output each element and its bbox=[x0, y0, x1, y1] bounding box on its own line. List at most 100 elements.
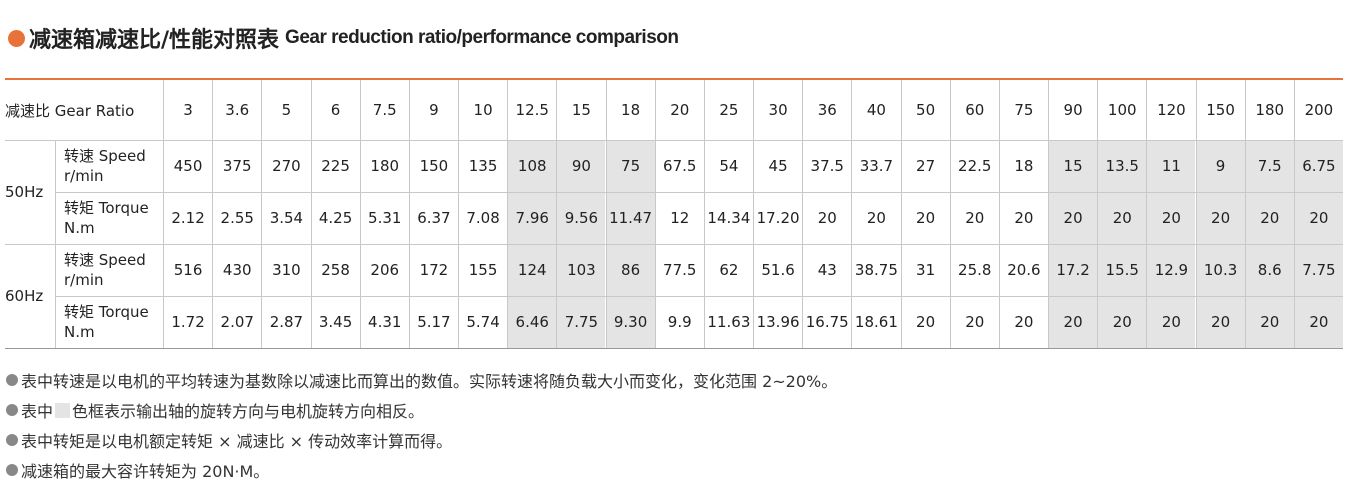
value-cell: 172 bbox=[408, 244, 458, 296]
value-cell: 20 bbox=[1195, 192, 1245, 244]
value-cell: 67.5 bbox=[654, 140, 704, 192]
value-cell: 22.5 bbox=[949, 140, 999, 192]
value-cell: 1.72 bbox=[163, 296, 212, 348]
row-label: 转速 Speed r/min bbox=[55, 244, 163, 296]
note: 减速箱的最大容许转矩为 20N·M。 bbox=[6, 458, 269, 482]
value-cell: 270 bbox=[261, 140, 310, 192]
value-cell: 150 bbox=[408, 140, 458, 192]
value-cell: 12 bbox=[654, 192, 704, 244]
title-cn: 减速箱减速比/性能对照表 bbox=[29, 28, 280, 53]
value-cell: 62 bbox=[703, 244, 753, 296]
value-cell: 37.5 bbox=[802, 140, 851, 192]
value-cell: 11.47 bbox=[605, 192, 655, 244]
value-cell: 20 bbox=[1146, 192, 1196, 244]
value-cell: 2.87 bbox=[261, 296, 310, 348]
value-cell: 18 bbox=[998, 140, 1048, 192]
ratio-header: 30 bbox=[753, 80, 802, 140]
value-cell: 2.07 bbox=[212, 296, 261, 348]
row-unit: r/min bbox=[64, 167, 104, 185]
value-cell: 225 bbox=[310, 140, 360, 192]
value-cell: 10.3 bbox=[1195, 244, 1245, 296]
value-cell: 9 bbox=[1195, 140, 1245, 192]
value-cell: 3.45 bbox=[310, 296, 360, 348]
value-cell: 11.63 bbox=[703, 296, 753, 348]
ratio-header: 150 bbox=[1195, 80, 1245, 140]
value-cell: 15.5 bbox=[1097, 244, 1147, 296]
value-cell: 18.61 bbox=[851, 296, 900, 348]
ratio-header: 36 bbox=[802, 80, 851, 140]
value-cell: 6.46 bbox=[507, 296, 557, 348]
row-unit: N.m bbox=[64, 323, 95, 341]
value-cell: 155 bbox=[458, 244, 507, 296]
value-cell: 9.56 bbox=[556, 192, 606, 244]
value-cell: 20 bbox=[900, 296, 950, 348]
row-name: 转速 Speed bbox=[64, 147, 146, 165]
value-cell: 7.75 bbox=[556, 296, 606, 348]
value-cell: 20 bbox=[998, 192, 1048, 244]
value-cell: 20 bbox=[1048, 192, 1098, 244]
title-dot bbox=[8, 29, 25, 47]
ratio-header: 7.5 bbox=[359, 80, 409, 140]
value-cell: 5.31 bbox=[359, 192, 409, 244]
value-cell: 5.74 bbox=[458, 296, 507, 348]
value-cell: 7.75 bbox=[1293, 244, 1343, 296]
ratio-header: 90 bbox=[1048, 80, 1097, 140]
value-cell: 103 bbox=[556, 244, 606, 296]
row-label: 转速 Speed r/min bbox=[55, 140, 163, 192]
ratio-header: 60 bbox=[949, 80, 999, 140]
value-cell: 20 bbox=[1097, 192, 1147, 244]
ratio-header: 12.5 bbox=[507, 80, 556, 140]
value-cell: 8.6 bbox=[1244, 244, 1294, 296]
row-unit: r/min bbox=[64, 271, 104, 289]
value-cell: 258 bbox=[310, 244, 360, 296]
value-cell: 86 bbox=[605, 244, 655, 296]
value-cell: 14.34 bbox=[703, 192, 753, 244]
value-cell: 108 bbox=[507, 140, 557, 192]
value-cell: 9.30 bbox=[605, 296, 655, 348]
value-cell: 90 bbox=[556, 140, 606, 192]
row-name: 转矩 Torque bbox=[64, 303, 149, 321]
ratio-header: 3 bbox=[163, 80, 212, 140]
ratio-header: 180 bbox=[1244, 80, 1294, 140]
value-cell: 27 bbox=[900, 140, 950, 192]
freq-label: 50Hz bbox=[5, 183, 44, 201]
ratio-header: 18 bbox=[605, 80, 655, 140]
bullet bbox=[6, 464, 18, 476]
value-cell: 20 bbox=[949, 296, 999, 348]
note: 表中转矩是以电机额定转矩 × 减速比 × 传动效率计算而得。 bbox=[6, 428, 452, 452]
value-cell: 180 bbox=[359, 140, 409, 192]
value-cell: 430 bbox=[212, 244, 261, 296]
value-cell: 3.54 bbox=[261, 192, 310, 244]
value-cell: 15 bbox=[1048, 140, 1098, 192]
shade-swatch bbox=[55, 402, 71, 418]
value-cell: 9.9 bbox=[654, 296, 704, 348]
ratio-header: 200 bbox=[1293, 80, 1343, 140]
bullet bbox=[6, 374, 18, 386]
ratio-header: 50 bbox=[900, 80, 950, 140]
row-rule bbox=[5, 78, 1343, 80]
ratio-header: 6 bbox=[310, 80, 360, 140]
value-cell: 7.5 bbox=[1244, 140, 1294, 192]
value-cell: 4.25 bbox=[310, 192, 360, 244]
row-rule bbox=[5, 244, 1343, 245]
value-cell: 310 bbox=[261, 244, 310, 296]
header-label: 减速比 Gear Ratio bbox=[5, 101, 135, 120]
value-cell: 20 bbox=[1293, 296, 1343, 348]
value-cell: 124 bbox=[507, 244, 557, 296]
value-cell: 5.17 bbox=[408, 296, 458, 348]
row-rule bbox=[5, 348, 1343, 349]
title-en: Gear reduction ratio/performance compari… bbox=[285, 27, 679, 48]
bullet bbox=[6, 404, 18, 416]
bullet bbox=[6, 434, 18, 446]
title: 减速箱减速比/性能对照表 Gear reduction ratio/perfor… bbox=[8, 22, 679, 54]
note-text: 表中转速是以电机的平均转速为基数除以减速比而算出的数值。实际转速将随负载大小而变… bbox=[21, 372, 838, 391]
value-cell: 20 bbox=[900, 192, 950, 244]
ratio-header: 100 bbox=[1097, 80, 1146, 140]
value-cell: 4.31 bbox=[359, 296, 409, 348]
value-cell: 450 bbox=[163, 140, 212, 192]
value-cell: 20 bbox=[1097, 296, 1147, 348]
ratio-header: 120 bbox=[1146, 80, 1195, 140]
value-cell: 7.96 bbox=[507, 192, 557, 244]
value-cell: 75 bbox=[605, 140, 655, 192]
row-rule bbox=[55, 192, 1343, 193]
